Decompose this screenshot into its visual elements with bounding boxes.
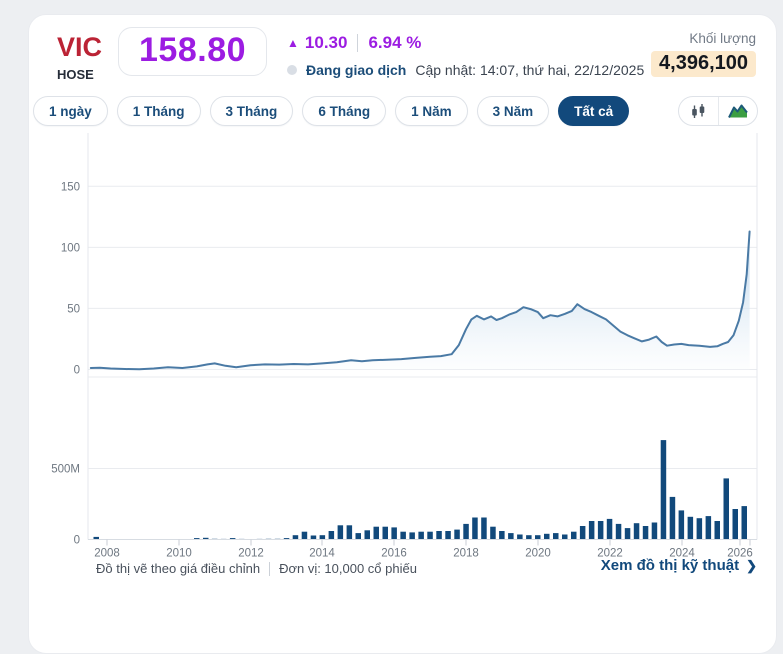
current-price: 158.80 [139, 31, 246, 69]
chart-type-toggle [678, 96, 758, 126]
change-value: 10.30 [305, 33, 348, 53]
volume-value: 4,396,100 [651, 51, 756, 77]
svg-text:2018: 2018 [453, 548, 479, 560]
divider [269, 562, 270, 576]
header: VIC HOSE 158.80 ▲ 10.30 6.94 % Đang giao… [29, 15, 776, 82]
technical-chart-link[interactable]: Xem đồ thị kỹ thuật ❯ [601, 557, 757, 574]
range-button-1-ngay[interactable]: 1 ngày [33, 96, 108, 126]
svg-text:2020: 2020 [525, 548, 551, 560]
ticker-block: VIC HOSE [57, 27, 102, 82]
range-controls: 1 ngày 1 Tháng 3 Tháng 6 Tháng 1 Năm 3 N… [29, 96, 776, 126]
range-button-3-thang[interactable]: 3 Tháng [210, 96, 294, 126]
trading-status: Đang giao dịch [306, 62, 406, 78]
svg-text:0: 0 [74, 535, 80, 547]
area-chart-icon[interactable] [718, 97, 757, 125]
change-block: ▲ 10.30 6.94 % Đang giao dịch Cập nhật: … [287, 27, 644, 78]
note-unit: Đơn vị: 10,000 cổ phiếu [279, 561, 417, 576]
volume-block: Khối lượng 4,396,100 [651, 27, 756, 77]
volume-label: Khối lượng [651, 31, 756, 46]
chart-notes: Đồ thị vẽ theo giá điều chỉnh Đơn vị: 10… [96, 561, 417, 576]
note-adjusted-price: Đồ thị vẽ theo giá điều chỉnh [96, 561, 260, 576]
svg-text:500M: 500M [51, 464, 80, 476]
svg-text:100: 100 [61, 242, 80, 254]
svg-text:150: 150 [61, 181, 80, 193]
svg-text:2014: 2014 [309, 548, 335, 560]
svg-text:2010: 2010 [166, 548, 192, 560]
svg-text:50: 50 [67, 303, 80, 315]
svg-text:0: 0 [74, 365, 80, 377]
range-button-6-thang[interactable]: 6 Tháng [302, 96, 386, 126]
status-dot-icon [287, 65, 297, 75]
range-button-1-thang[interactable]: 1 Tháng [117, 96, 201, 126]
price-volume-chart: 0 50 100 150 0 500M 2008 2010 2012 2014 2016 2018 20… [0, 128, 783, 584]
svg-text:2008: 2008 [94, 548, 120, 560]
divider [357, 34, 358, 52]
candlestick-chart-icon[interactable] [679, 97, 718, 125]
range-button-tat-ca[interactable]: Tất cả [558, 96, 629, 126]
chevron-right-icon: ❯ [746, 558, 757, 574]
range-button-3-nam[interactable]: 3 Năm [477, 96, 550, 126]
up-arrow-icon: ▲ [287, 36, 299, 50]
last-updated: Cập nhật: 14:07, thứ hai, 22/12/2025 [415, 62, 644, 78]
svg-text:2012: 2012 [238, 548, 264, 560]
ticker-symbol: VIC [57, 33, 102, 61]
range-button-1-nam[interactable]: 1 Năm [395, 96, 468, 126]
price-display: 158.80 [118, 27, 267, 76]
svg-text:2016: 2016 [381, 548, 407, 560]
change-percent: 6.94 % [368, 33, 421, 53]
exchange-label: HOSE [57, 67, 102, 82]
